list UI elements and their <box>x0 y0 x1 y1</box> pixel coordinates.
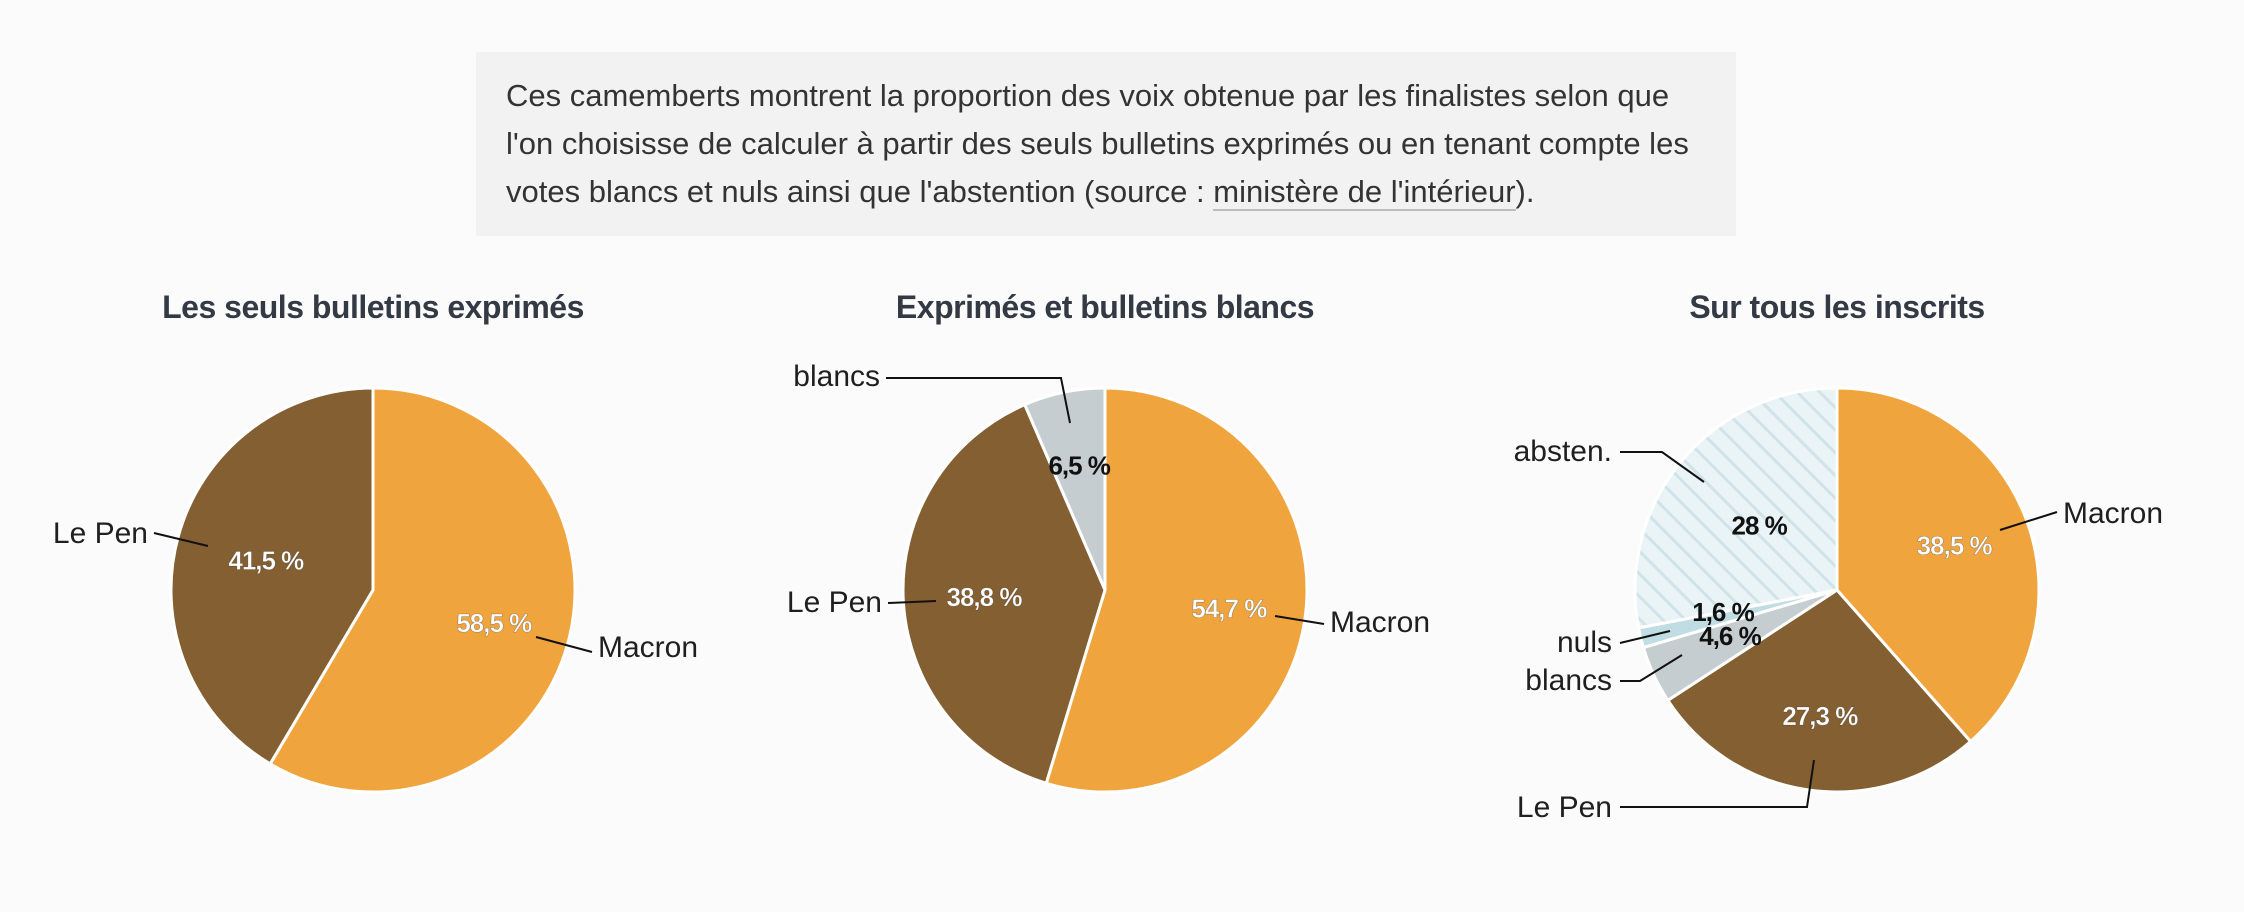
slice-value-label: 58,5 % <box>456 608 532 638</box>
leader-line <box>535 636 593 653</box>
chart-title: Sur tous les inscrits <box>1689 289 1984 325</box>
leader-line <box>1620 654 1683 682</box>
pie-slice-absten <box>1633 386 1839 630</box>
leader-line <box>1999 511 2058 531</box>
slice-value-label: 1,6 % <box>1692 597 1754 627</box>
pie-chart-2: Exprimés et bulletins blancs 54,7 % Macron… <box>787 289 1430 794</box>
leader-line <box>1274 615 1325 625</box>
intro-text: Ces camemberts montrent la proportion de… <box>506 78 1689 209</box>
leader-line <box>1620 759 1815 808</box>
slice-value-label: 6,5 % <box>1048 450 1110 480</box>
slice-value-label: 4,6 % <box>1699 621 1761 651</box>
pie-slice-le-pen <box>169 386 375 766</box>
slice-value-label: 27,3 % <box>1782 701 1858 731</box>
slice-value-label: 38,8 % <box>947 582 1023 612</box>
slice-name-label: blancs <box>793 360 880 393</box>
slice-value-label: 54,7 % <box>1191 593 1267 623</box>
slice-value-label: 28 % <box>1732 511 1788 541</box>
pie-slice-macron <box>1044 386 1309 794</box>
slice-name-label: Le Pen <box>1517 791 1612 824</box>
pie-chart-3: Sur tous les inscrits 38,5 % Macron 27,3 % L… <box>1514 289 2163 824</box>
slice-name-label: Macron <box>2063 497 2163 530</box>
leader-line <box>886 377 1071 424</box>
intro-text-end: ). <box>1515 174 1535 209</box>
slice-name-label: nuls <box>1557 626 1612 659</box>
pie-slice-macron <box>1835 386 2041 744</box>
leader-line <box>153 532 209 547</box>
leader-line <box>1619 630 1671 644</box>
leader-line <box>1620 451 1705 483</box>
pie-chart-1: Les seuls bulletins exprimés 58,5 % Macron… <box>53 289 698 794</box>
slice-value-label: 41,5 % <box>228 546 304 576</box>
slice-name-label: absten. <box>1514 435 1612 468</box>
slice-name-label: Le Pen <box>53 517 148 550</box>
pie-slice-macron <box>268 386 577 794</box>
slice-name-label: Macron <box>1330 606 1430 639</box>
chart-title: Les seuls bulletins exprimés <box>162 289 584 325</box>
slice-value-label: 38,5 % <box>1917 531 1993 561</box>
slice-name-label: Macron <box>598 631 698 664</box>
slice-name-label: Le Pen <box>787 586 882 619</box>
slice-name-label: blancs <box>1525 664 1612 697</box>
intro-box: Ces camemberts montrent la proportion de… <box>476 52 1736 236</box>
leader-line <box>887 600 937 604</box>
chart-title: Exprimés et bulletins blancs <box>896 289 1314 325</box>
source-link[interactable]: ministère de l'intérieur <box>1213 174 1516 211</box>
